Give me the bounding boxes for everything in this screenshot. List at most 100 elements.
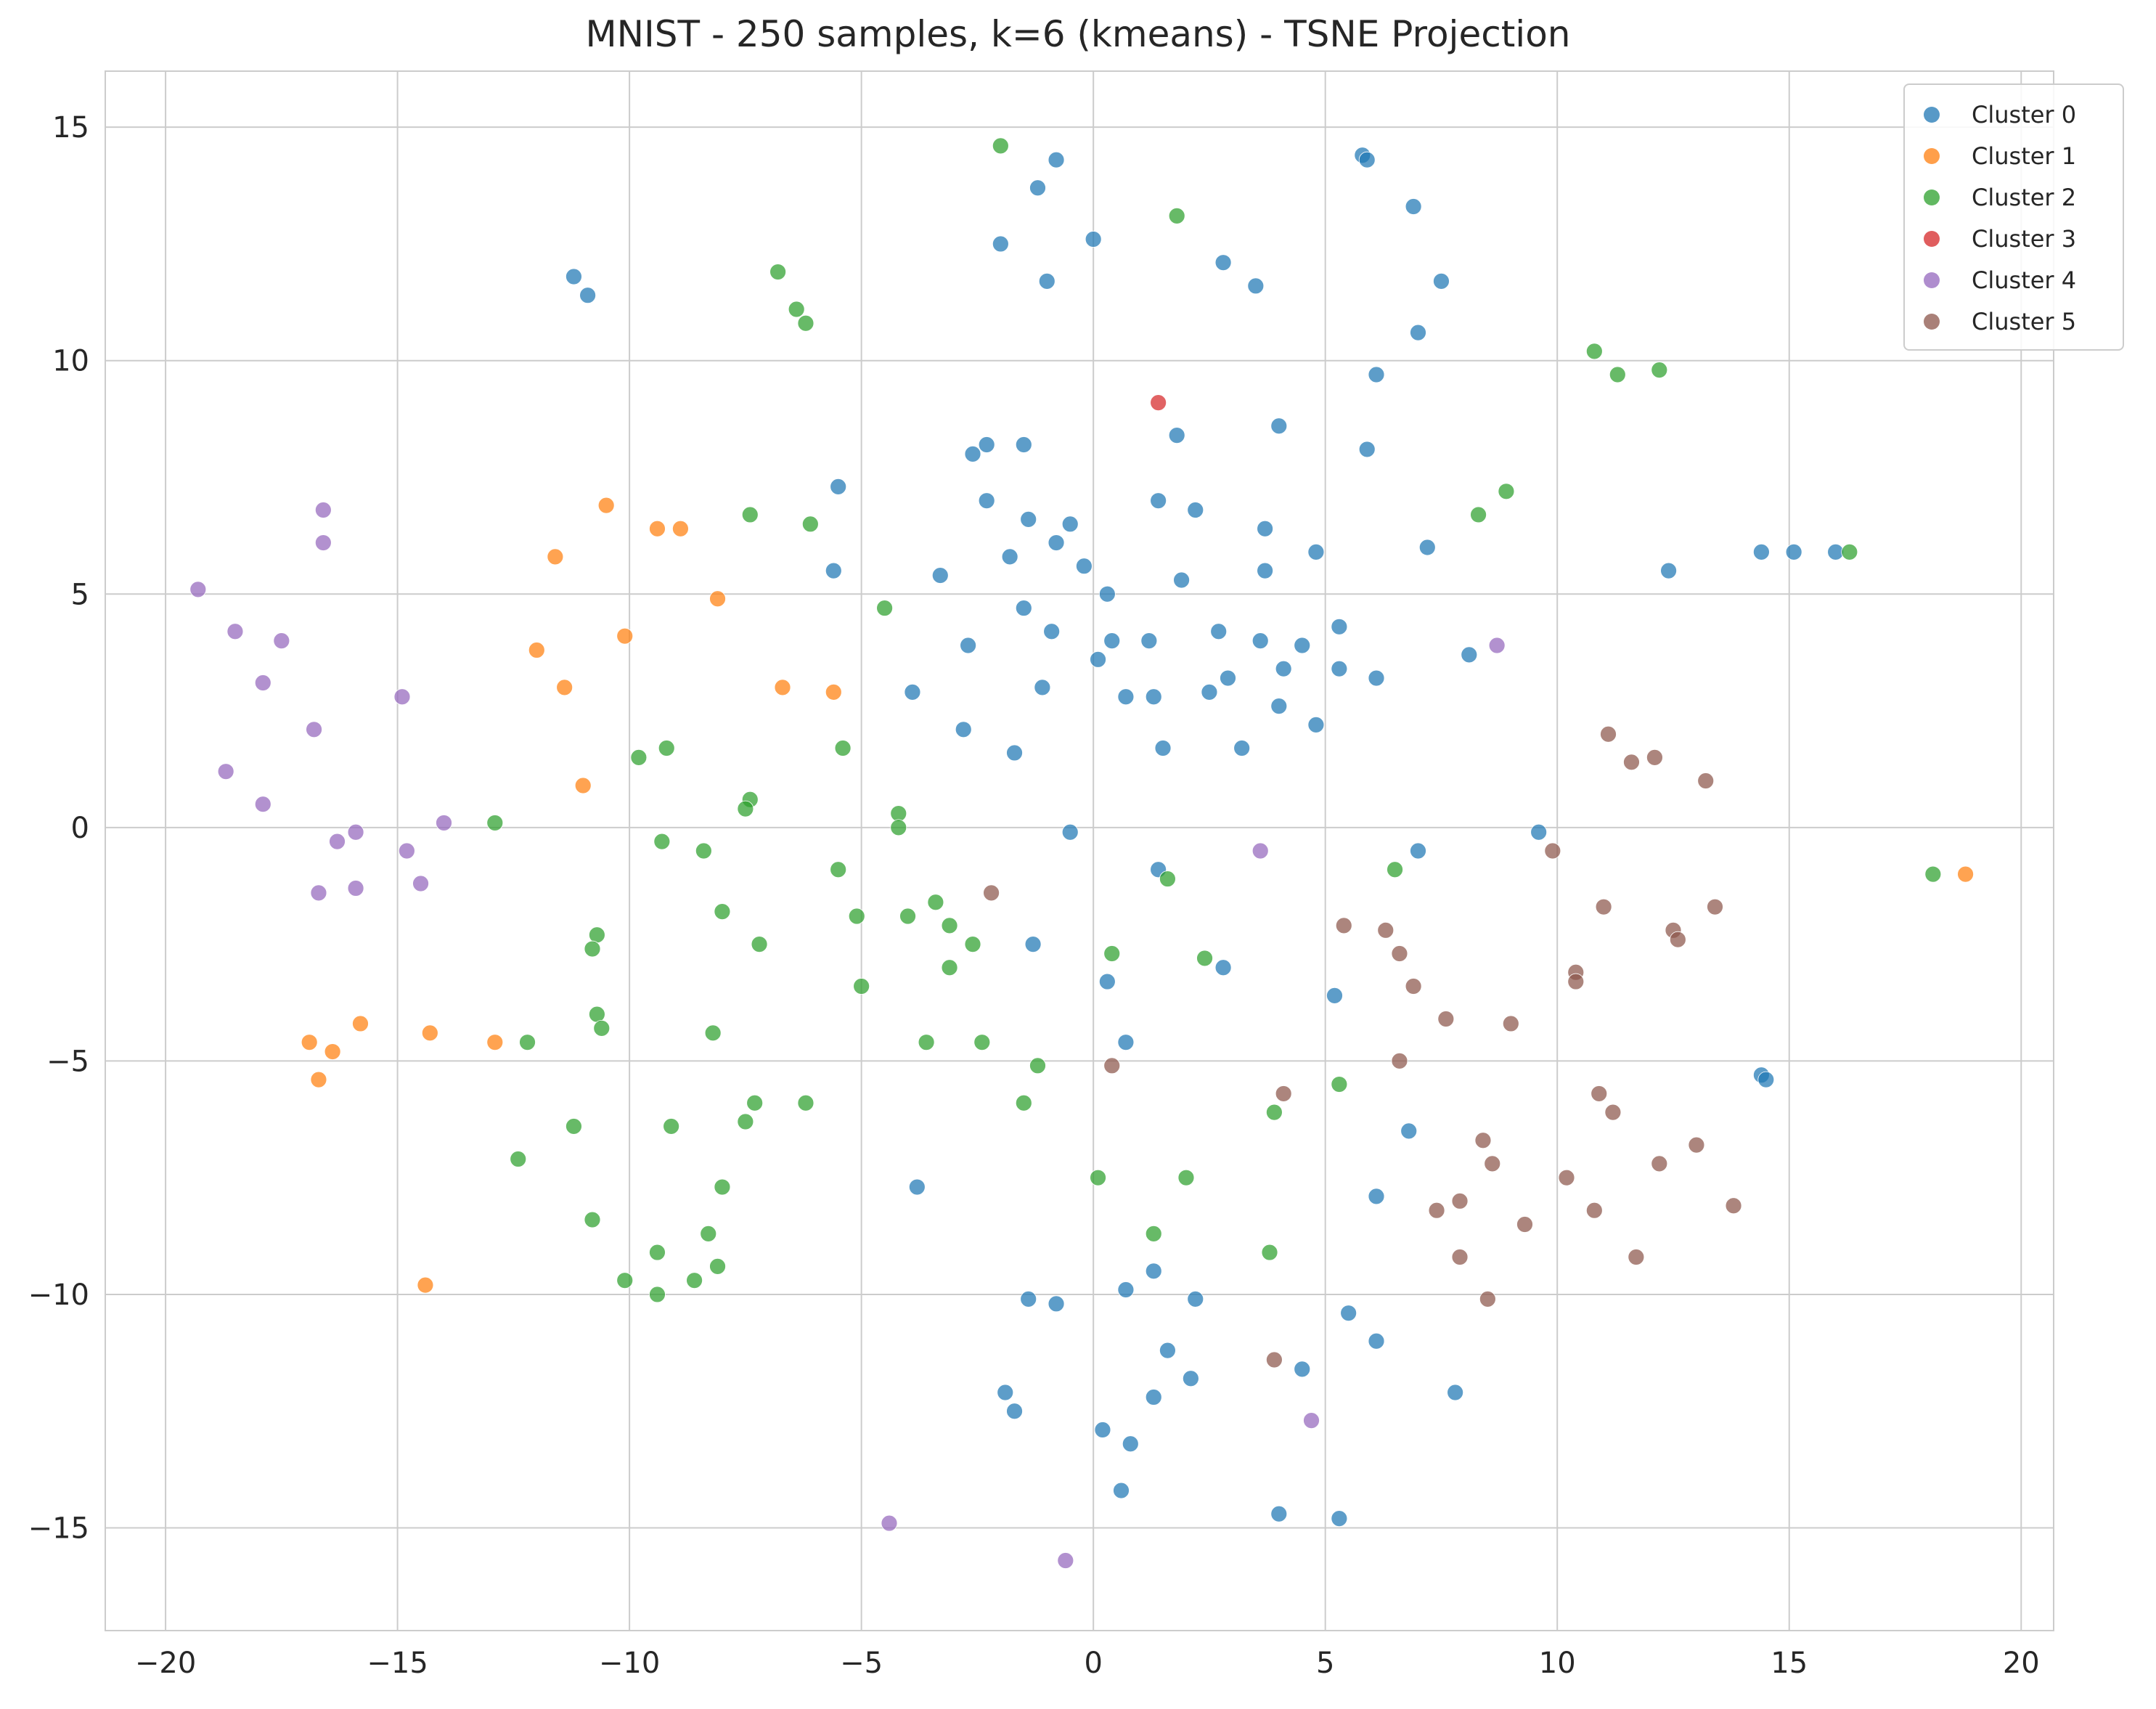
cluster-0-point [1145, 1389, 1162, 1406]
cluster-3-point [1150, 394, 1167, 412]
cluster-4-point [189, 581, 207, 598]
cluster-5-point [1103, 1057, 1121, 1074]
cluster-2-point [593, 1019, 611, 1037]
x-tick-label: −15 [367, 1647, 428, 1680]
cluster-0-point [1001, 548, 1018, 566]
cluster-2-point [695, 842, 712, 860]
cluster-0-point [1210, 623, 1228, 640]
cluster-2-point [519, 1034, 536, 1051]
y-tick-label: 5 [71, 578, 89, 611]
cluster-0-point [964, 445, 981, 462]
cluster-2-point [1196, 950, 1213, 967]
cluster-0-point [1331, 660, 1348, 677]
cluster-5-point [1377, 921, 1395, 939]
cluster-5-point [1437, 1011, 1455, 1027]
cluster-4-point [1251, 842, 1269, 860]
cluster-0-point [1187, 502, 1204, 518]
x-tick-label: −10 [599, 1647, 660, 1680]
cluster-1-point [825, 683, 842, 701]
cluster-0-point [1154, 740, 1172, 756]
cluster-2-point [486, 815, 504, 831]
cluster-5-point [1335, 917, 1352, 934]
cluster-0-point [1418, 539, 1436, 556]
cluster-0-point [1090, 650, 1106, 668]
cluster-4-point [347, 823, 364, 841]
cluster-5-point [1544, 842, 1561, 860]
cluster-0-point [908, 1178, 926, 1196]
cluster-2-point [584, 1211, 601, 1228]
cluster-2-point [1585, 343, 1603, 360]
cluster-4-point [310, 884, 327, 902]
cluster-1-point [556, 679, 573, 696]
cluster-0-point [1405, 198, 1422, 215]
cluster-2-point [709, 1257, 726, 1275]
cluster-5-point [1669, 931, 1686, 948]
cluster-1-point [616, 627, 634, 645]
cluster-4-point [436, 815, 452, 831]
cluster-0-point [1326, 987, 1343, 1004]
chart-title: MNIST - 250 samples, k=6 (kmeans) - TSNE… [585, 13, 1571, 55]
cluster-2-point [663, 1118, 680, 1135]
cluster-4-point [273, 632, 290, 649]
cluster-1-point [649, 520, 666, 537]
cluster-5-point [1474, 1132, 1492, 1149]
x-tick-label: −5 [840, 1647, 883, 1680]
cluster-5-point [1651, 1155, 1668, 1172]
cluster-0-point [1145, 1263, 1162, 1280]
cluster-5-point [1628, 1249, 1645, 1265]
cluster-0-point [992, 235, 1009, 253]
cluster-0-point [978, 492, 995, 510]
cluster-1-point [324, 1043, 341, 1060]
cluster-2-point [588, 1006, 605, 1023]
cluster-5-point [1275, 1085, 1292, 1102]
cluster-4-point [1488, 637, 1506, 654]
cluster-0-point [1117, 688, 1135, 706]
cluster-2-point [834, 740, 852, 756]
cluster-0-point [1214, 254, 1232, 272]
cluster-4-point [881, 1514, 898, 1532]
cluster-4-point [306, 721, 322, 738]
cluster-4-point [254, 796, 271, 813]
legend-label: Cluster 4 [1972, 266, 2077, 294]
legend-item-cluster-0: Cluster 0 [1924, 94, 2123, 135]
cluster-2-point [737, 1113, 754, 1130]
cluster-5-point [1585, 1202, 1603, 1219]
cluster-2-point [1103, 945, 1121, 962]
cluster-5-point [1567, 973, 1585, 990]
cluster-0-point [1331, 1510, 1348, 1528]
cluster-2-point [1266, 1104, 1283, 1121]
cluster-0-point [1075, 558, 1093, 575]
cluster-5-point [983, 884, 1000, 902]
cluster-0-point [1270, 1505, 1288, 1522]
data-points [189, 137, 1974, 1569]
cluster-0-point [1006, 744, 1023, 762]
cluster-1-point [547, 548, 564, 566]
cluster-2-point [746, 1094, 764, 1112]
cluster-0-point [931, 567, 949, 584]
cluster-2-point [584, 940, 601, 958]
cluster-0-point [1187, 1290, 1204, 1308]
cluster-0-point [1024, 936, 1042, 953]
cluster-2-point [992, 137, 1009, 155]
cluster-0-point [1038, 273, 1055, 290]
cluster-2-point [653, 833, 671, 850]
cluster-0-point [1020, 510, 1037, 528]
x-tick-label: 10 [1539, 1647, 1576, 1680]
cluster-5-point [1600, 725, 1617, 743]
cluster-2-point [1841, 544, 1858, 560]
cluster-2-point [964, 936, 981, 953]
cluster-0-point [1251, 632, 1269, 649]
cluster-0-point [1358, 151, 1376, 168]
cluster-2-point [788, 301, 805, 318]
cluster-0-point [1117, 1281, 1135, 1298]
legend-marker [1924, 313, 1940, 330]
cluster-5-point [1484, 1155, 1501, 1172]
cluster-0-point [830, 478, 847, 495]
cluster-2-point [1145, 1225, 1162, 1242]
cluster-0-point [1182, 1370, 1199, 1387]
legend-label: Cluster 5 [1972, 307, 2077, 335]
cluster-1-point [574, 777, 592, 794]
cluster-0-point [1757, 1071, 1775, 1088]
cluster-2-point [918, 1034, 935, 1051]
